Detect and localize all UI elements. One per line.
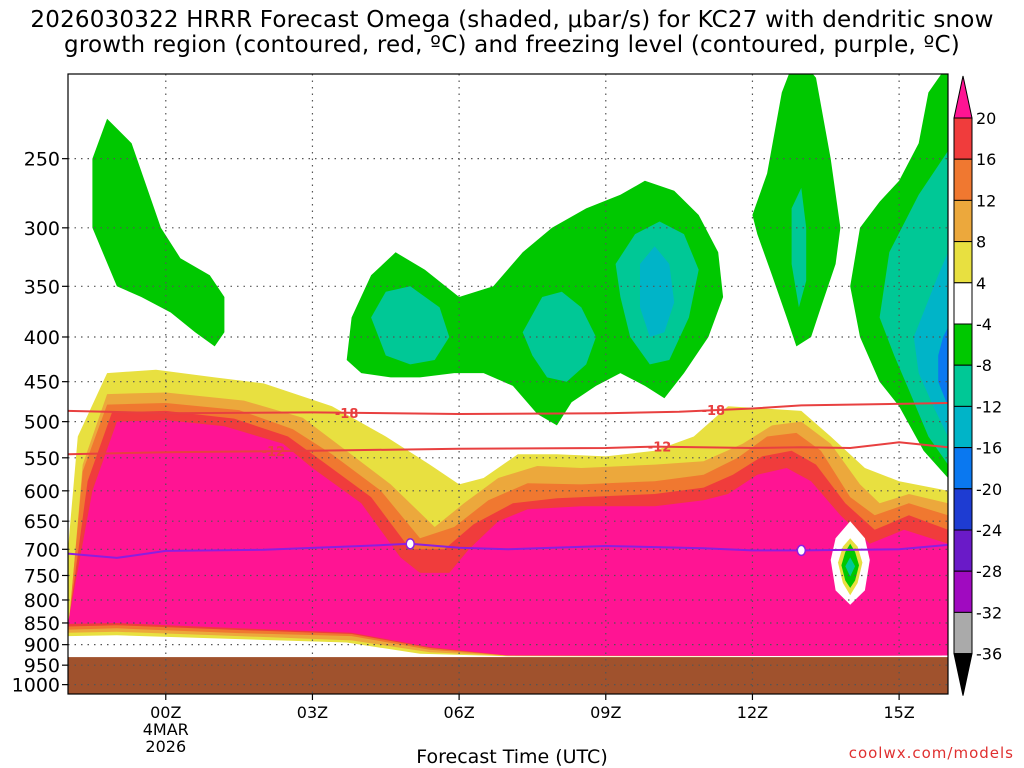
omega-minus8-region-a xyxy=(371,286,450,365)
y-tick-label: 950 xyxy=(24,655,60,677)
colorbar-swatch xyxy=(953,611,973,655)
colorbar-swatch xyxy=(953,488,973,531)
y-tick-label: 1000 xyxy=(12,675,60,697)
x-tick-label: 12Z xyxy=(737,703,768,722)
colorbar-label: 8 xyxy=(976,233,986,252)
colorbar-swatch xyxy=(953,364,973,407)
colorbar-swatch xyxy=(953,117,973,160)
colorbar-swatch xyxy=(953,447,973,490)
freezing-level-label-marker xyxy=(796,544,807,557)
y-tick-label: 850 xyxy=(24,613,60,635)
colorbar-swatch xyxy=(953,570,973,613)
x-tick-date-label: 2026 xyxy=(145,737,186,756)
x-tick-label: 06Z xyxy=(443,703,474,722)
colorbar-label: -20 xyxy=(976,480,1002,499)
colorbar-swatch xyxy=(953,158,973,201)
colorbar-label: 20 xyxy=(976,109,996,128)
credit-label[interactable]: coolwx.com/models xyxy=(848,744,1014,762)
colorbar-swatch xyxy=(953,282,973,325)
colorbar-label: -28 xyxy=(976,562,1002,581)
title-line-1: 2026030322 HRRR Forecast Omega (shaded, … xyxy=(30,7,994,33)
x-tick-label: 09Z xyxy=(590,703,621,722)
colorbar-label: -8 xyxy=(976,356,992,375)
y-tick-label: 600 xyxy=(24,481,60,503)
y-tick-label: 450 xyxy=(24,372,60,394)
omega-minus8-region-b xyxy=(522,291,596,382)
title-line-2: growth region (contoured, red, ºC) and f… xyxy=(64,32,960,58)
y-tick-label: 300 xyxy=(24,218,60,240)
x-tick-label: 15Z xyxy=(883,703,914,722)
y-tick-label: 500 xyxy=(24,412,60,434)
y-tick-label: 250 xyxy=(24,149,60,171)
colorbar-label: 4 xyxy=(976,274,986,293)
dgz-minus12-contour-label: -12 xyxy=(648,441,672,456)
colorbar-label: -24 xyxy=(976,521,1002,540)
omega-ring-teal xyxy=(845,557,856,577)
colorbar-label: -16 xyxy=(976,439,1002,458)
x-tick-date-label: 4MAR xyxy=(143,720,189,739)
y-tick-label: 400 xyxy=(24,327,60,349)
colorbar-bottom-arrow xyxy=(953,653,973,696)
y-tick-label: 800 xyxy=(24,590,60,612)
omega-minus12-region-e xyxy=(913,252,948,437)
colorbar-swatch xyxy=(953,529,973,572)
y-tick-label: 750 xyxy=(24,565,60,587)
colorbar-label: -32 xyxy=(976,603,1002,622)
colorbar-top-arrow xyxy=(953,75,973,119)
colorbar-swatch xyxy=(953,405,973,449)
dgz-minus18-contour xyxy=(68,402,948,416)
dgz-minus12-contour-label: -12 xyxy=(262,445,286,460)
plot-frame xyxy=(67,73,949,695)
chart-title: 2026030322 HRRR Forecast Omega (shaded, … xyxy=(0,8,1024,58)
y-tick-label: 650 xyxy=(24,511,60,533)
colorbar-label: 12 xyxy=(976,191,996,210)
colorbar-swatch xyxy=(953,323,973,366)
colorbar-label: -4 xyxy=(976,315,992,334)
freezing-level-contour xyxy=(68,542,948,559)
omega-topright-green xyxy=(943,74,948,102)
omega-minus4-region-b xyxy=(346,180,724,426)
freezing-level-label-marker xyxy=(405,538,415,550)
omega-plus20-region xyxy=(68,420,948,656)
dgz-minus18-contour-label: -18 xyxy=(702,404,726,419)
y-tick-label: 900 xyxy=(24,635,60,657)
colorbar-label: -36 xyxy=(976,645,1002,664)
y-tick-label: 550 xyxy=(24,448,60,470)
omega-minus4-region-a xyxy=(92,118,225,347)
colorbar-swatch xyxy=(953,241,973,284)
y-tick-label: 700 xyxy=(24,539,60,561)
omega-minus12-region xyxy=(640,246,675,337)
x-axis-label: Forecast Time (UTC) xyxy=(416,746,608,768)
x-tick-label: 03Z xyxy=(297,703,328,722)
dgz-minus18-contour-label: -18 xyxy=(335,407,359,422)
colorbar-label: -12 xyxy=(976,397,1002,416)
omega-minus8-region-d xyxy=(791,187,807,308)
colorbar-swatch xyxy=(953,199,973,243)
below-ground-region xyxy=(68,657,948,694)
x-tick-label: 00Z xyxy=(150,703,181,722)
omega-minus16-region-e xyxy=(938,327,948,407)
y-tick-label: 350 xyxy=(24,276,60,298)
colorbar-label: 16 xyxy=(976,150,996,169)
dgz-minus12-contour xyxy=(68,441,948,456)
